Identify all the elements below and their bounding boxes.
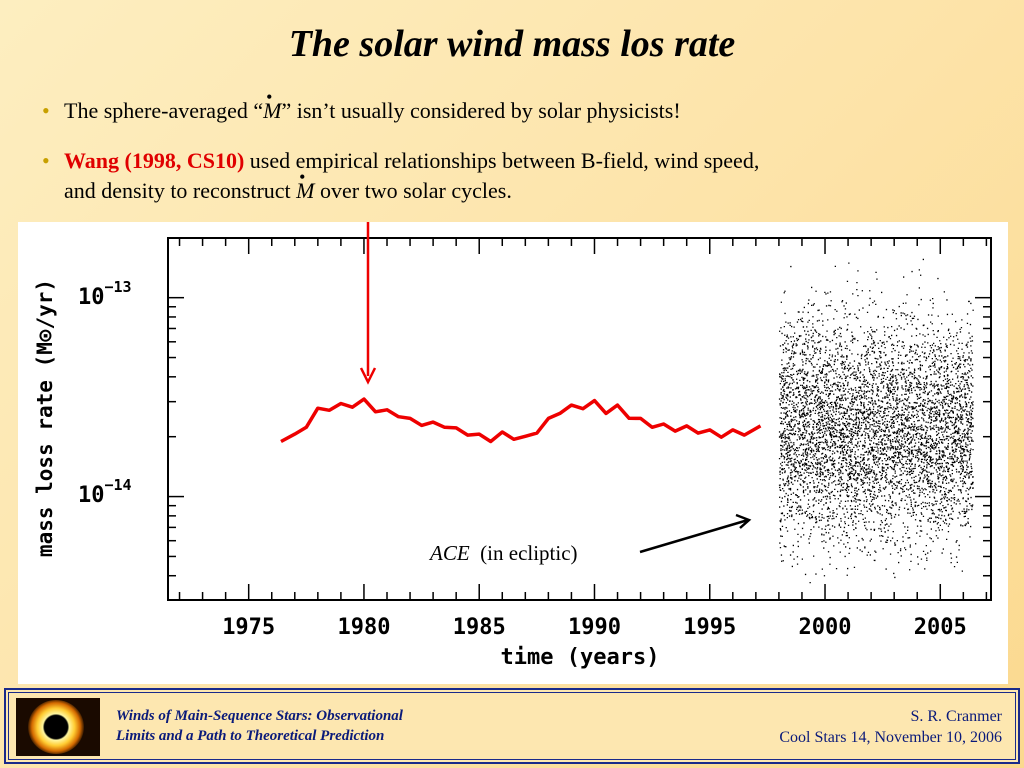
footer-presentation-title: Winds of Main-Sequence Stars: Observatio… [116, 706, 403, 746]
bullet-2-line1: used empirical relationships between B-f… [244, 148, 760, 173]
citation-highlight: Wang (1998, CS10) [64, 148, 245, 173]
slide-title: The solar wind mass los rate [288, 23, 736, 65]
x-tick-label: 2000 [799, 615, 852, 640]
ace-annotation-label: ACE (in ecliptic) [428, 541, 578, 565]
y-tick-base: 10 [78, 483, 105, 508]
bullet-2-line2-pre: and density to reconstruct [64, 178, 297, 203]
y-axis-ticks [168, 296, 991, 577]
bullet-1-post: ” isn’t usually considered by solar phys… [281, 98, 681, 123]
footer-author: S. R. Cranmer [910, 708, 1002, 725]
ace-annotation-arrow-head [735, 513, 752, 529]
bullet-dot-icon: • [42, 98, 50, 123]
x-tick-label: 1980 [337, 615, 390, 640]
footer-event: Cool Stars 14, November 10, 2006 [779, 729, 1002, 746]
ace-annotation-name: ACE [428, 541, 470, 565]
y-axis-label: mass loss rate (M⊙/yr) [33, 279, 57, 557]
y-tick-exp: −14 [105, 476, 132, 494]
x-tick-label: 1975 [222, 615, 275, 640]
solar-eclipse-logo [16, 698, 100, 756]
bullet-2-line2-post: over two solar cycles. [314, 178, 512, 203]
x-tick-label: 1995 [683, 615, 736, 640]
plot-frame [167, 237, 992, 601]
x-axis-ticks: 1975 1980 1985 1990 1995 2000 2005 [178, 238, 988, 640]
y-tick-label-1e-13: 10−13 [78, 278, 132, 310]
chart-panel: 1975 1980 1985 1990 1995 2000 2005 10−13 10−14… [18, 222, 1008, 684]
mdot-symbol: M [263, 82, 281, 126]
bullet-dot-icon: • [42, 148, 50, 173]
footer-bar: Winds of Main-Sequence Stars: Observatio… [4, 688, 1020, 764]
x-tick-label: 2005 [914, 615, 967, 640]
vertical-red-arrow-head [359, 367, 377, 385]
ace-data-points [778, 258, 974, 584]
x-tick-label: 1990 [568, 615, 621, 640]
bullet-item-2: • Wang (1998, CS10) used empirical relat… [42, 146, 982, 206]
footer-left-line1: Winds of Main-Sequence Stars: Observatio… [116, 708, 403, 724]
footer-left-line2: Limits and a Path to Theoretical Predict… [116, 728, 385, 744]
wang-reconstruction-line [280, 397, 762, 444]
y-tick-label-1e-14: 10−14 [78, 476, 132, 508]
mass-loss-chart: 1975 1980 1985 1990 1995 2000 2005 10−13 10−14… [33, 222, 992, 670]
ace-scatter-points [778, 258, 974, 584]
bullet-1-pre: The sphere-averaged “ [64, 98, 264, 123]
x-axis-label: time (years) [501, 645, 660, 670]
footer-author-info: S. R. Cranmer Cool Stars 14, November 10… [779, 706, 1002, 748]
ace-annotation-note: (in ecliptic) [470, 541, 578, 565]
mdot-symbol: M [296, 162, 314, 206]
bullet-item-1: • The sphere-averaged “M” isn’t usually … [42, 82, 982, 126]
y-tick-base: 10 [78, 285, 105, 310]
y-tick-exp: −13 [105, 278, 132, 296]
ace-annotation-arrow [639, 518, 749, 554]
x-tick-label: 1985 [453, 615, 506, 640]
